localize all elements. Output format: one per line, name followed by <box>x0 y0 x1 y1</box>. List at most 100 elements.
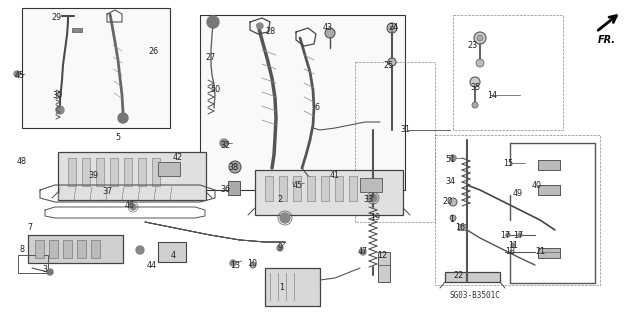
Bar <box>538 248 560 258</box>
Circle shape <box>220 139 228 147</box>
Circle shape <box>130 204 136 210</box>
Text: FR.: FR. <box>598 35 616 45</box>
Circle shape <box>360 249 366 255</box>
Bar <box>335 176 343 201</box>
Bar <box>360 178 382 192</box>
Text: 3: 3 <box>42 265 47 275</box>
Circle shape <box>476 59 484 67</box>
Text: 44: 44 <box>147 261 157 270</box>
Circle shape <box>474 32 486 44</box>
Circle shape <box>293 180 299 186</box>
Text: 29: 29 <box>52 12 62 21</box>
Text: 42: 42 <box>173 153 183 162</box>
Bar <box>96 158 104 186</box>
Text: 25: 25 <box>383 61 393 70</box>
Text: 43: 43 <box>323 24 333 33</box>
Bar <box>18 255 48 273</box>
Circle shape <box>470 77 480 87</box>
Bar <box>445 272 500 282</box>
Bar <box>453 15 563 130</box>
Text: 13: 13 <box>230 261 240 270</box>
Bar <box>279 176 287 201</box>
Text: 46: 46 <box>125 201 135 210</box>
Bar <box>307 176 315 201</box>
Text: 23: 23 <box>467 41 477 49</box>
Text: 33: 33 <box>363 196 373 204</box>
Text: 45: 45 <box>293 181 303 189</box>
Bar <box>355 62 435 222</box>
Circle shape <box>277 245 283 251</box>
Text: 40: 40 <box>532 181 542 189</box>
Text: 17: 17 <box>500 231 510 240</box>
Text: 2: 2 <box>277 196 283 204</box>
Circle shape <box>257 23 263 29</box>
Circle shape <box>47 269 53 275</box>
Text: 11: 11 <box>508 241 518 249</box>
Text: 20: 20 <box>442 197 452 206</box>
Bar <box>200 15 405 190</box>
Text: 45: 45 <box>15 70 25 79</box>
Circle shape <box>511 243 515 247</box>
Text: 30: 30 <box>52 91 62 100</box>
Text: 41: 41 <box>330 170 340 180</box>
Text: 31: 31 <box>400 125 410 135</box>
Bar <box>255 170 403 215</box>
Circle shape <box>14 71 20 77</box>
Circle shape <box>136 246 144 254</box>
Text: 32: 32 <box>220 140 230 150</box>
Text: 9: 9 <box>277 243 283 253</box>
Text: 10: 10 <box>247 258 257 268</box>
Bar <box>321 176 329 201</box>
Text: 49: 49 <box>513 189 523 197</box>
Text: 39: 39 <box>88 170 98 180</box>
Text: 50: 50 <box>210 85 220 94</box>
Circle shape <box>449 198 457 206</box>
Circle shape <box>250 262 256 268</box>
Circle shape <box>369 194 377 202</box>
Bar <box>49 240 58 258</box>
Text: 14: 14 <box>487 91 497 100</box>
Circle shape <box>280 213 290 223</box>
Bar <box>158 242 186 262</box>
Circle shape <box>387 23 397 33</box>
Bar <box>35 240 44 258</box>
Bar <box>538 160 560 170</box>
Bar <box>138 158 146 186</box>
Bar <box>63 240 72 258</box>
Bar <box>28 235 123 263</box>
Bar <box>22 8 170 128</box>
Text: 28: 28 <box>265 27 275 36</box>
Bar <box>91 240 100 258</box>
Text: 47: 47 <box>358 248 368 256</box>
Bar <box>124 158 132 186</box>
Text: 22: 22 <box>453 271 463 279</box>
Bar <box>265 268 320 306</box>
Text: 1: 1 <box>449 216 454 225</box>
Circle shape <box>118 113 128 123</box>
Circle shape <box>450 155 456 161</box>
Text: 38: 38 <box>228 164 238 173</box>
Text: 48: 48 <box>17 158 27 167</box>
Text: 51: 51 <box>445 155 455 165</box>
Circle shape <box>477 35 483 41</box>
Circle shape <box>229 161 241 173</box>
Text: 8: 8 <box>19 246 24 255</box>
Text: 5: 5 <box>115 132 120 142</box>
Bar <box>435 135 600 285</box>
Circle shape <box>390 26 394 30</box>
Circle shape <box>472 102 478 108</box>
Bar <box>265 176 273 201</box>
Bar <box>72 28 82 32</box>
Text: 12: 12 <box>377 250 387 259</box>
Text: 24: 24 <box>388 24 398 33</box>
Text: 17: 17 <box>513 231 523 240</box>
Bar <box>77 240 86 258</box>
Circle shape <box>230 260 236 266</box>
Bar <box>110 158 118 186</box>
Bar <box>538 185 560 195</box>
Bar <box>293 176 301 201</box>
Text: 15: 15 <box>503 159 513 167</box>
Circle shape <box>518 233 522 237</box>
Bar <box>378 252 390 282</box>
Circle shape <box>450 215 456 221</box>
